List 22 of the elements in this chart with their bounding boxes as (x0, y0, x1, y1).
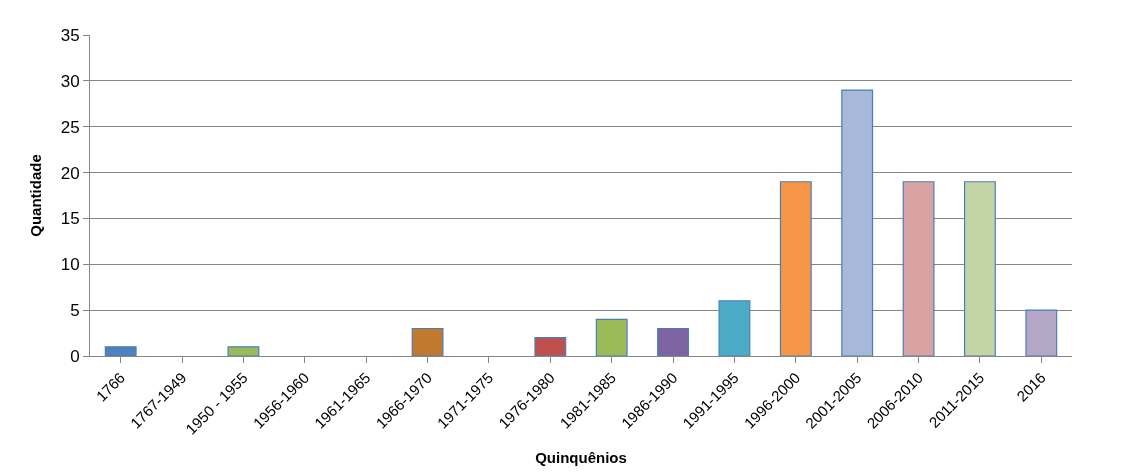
y-tick-label: 20 (60, 163, 80, 183)
bar (657, 327, 690, 356)
bar (902, 181, 935, 356)
bar (595, 318, 628, 356)
y-tick-label: 35 (60, 25, 80, 45)
bar (534, 337, 567, 356)
y-tick-label: 10 (60, 255, 80, 275)
bar (779, 181, 812, 356)
y-tick-label: 0 (70, 346, 80, 366)
y-axis-title: Quantidade (26, 154, 44, 237)
y-tick-label: 15 (60, 209, 80, 229)
bar (411, 327, 444, 356)
bar (718, 300, 751, 356)
bar (1025, 309, 1058, 356)
y-tick-label: 5 (70, 301, 80, 321)
bar (841, 89, 874, 356)
bar (104, 346, 137, 356)
bar (227, 346, 260, 356)
y-tick-label: 25 (60, 117, 80, 137)
x-axis-title: Quinquênios (535, 448, 627, 466)
y-tick-label: 30 (60, 71, 80, 91)
bar (963, 181, 996, 356)
